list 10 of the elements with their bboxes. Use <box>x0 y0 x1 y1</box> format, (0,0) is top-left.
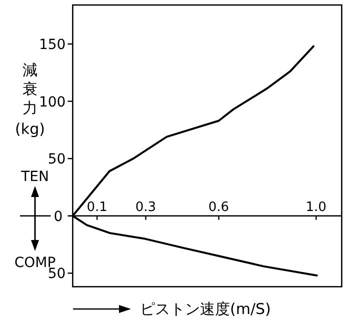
x-axis-title: ピストン速度(m/S) <box>140 300 271 318</box>
x-tick-label: 0.3 <box>135 200 156 215</box>
text: TEN <box>20 169 49 185</box>
x-tick-label: 0.6 <box>208 200 230 215</box>
y-tick-label: 100 <box>38 94 66 110</box>
y-tick-label: 50 <box>48 152 66 168</box>
y-tick-label: 150 <box>38 36 66 53</box>
y-tick-label: 0 <box>54 208 63 225</box>
x-tick-label: 1.0 <box>306 200 326 215</box>
x-tick-label: 0.1 <box>86 200 108 215</box>
